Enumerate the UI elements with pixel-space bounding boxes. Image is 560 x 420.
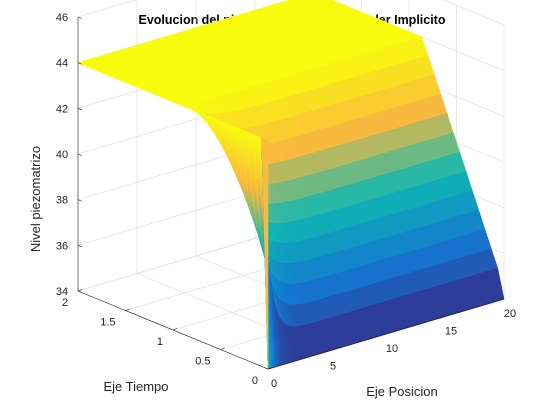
axis-layer: 0 5 10 15 20 0 0.5 1 1.5 234 36 38 40 42 44 46: [56, 12, 516, 390]
y-tick-mark: [267, 367, 273, 370]
x-axis-label: Eje Posicion: [366, 384, 438, 399]
surface-patch: [153, 93, 161, 97]
surface-patch: [115, 78, 123, 82]
x-tick-mark: [441, 314, 446, 317]
surface-patch: [185, 106, 193, 110]
surface-patch: [84, 65, 91, 69]
y-tick-mark: [77, 289, 83, 292]
surface-patch: [236, 127, 243, 131]
surface-patch: [217, 119, 224, 123]
z-tick-mark: [77, 62, 83, 65]
y-tick-mark: [220, 347, 225, 350]
x-tick-label: 15: [445, 326, 457, 338]
z-tick-mark: [77, 153, 83, 156]
surface-patch: [128, 83, 136, 87]
z-tick-label: 42: [56, 103, 68, 115]
surface-patch: [223, 122, 231, 126]
surface-patch: [255, 135, 262, 139]
surface-patch: [166, 98, 174, 102]
z-tick-label: 40: [56, 149, 68, 161]
surface-patch: [242, 130, 250, 134]
surface-patch: [198, 111, 205, 115]
z-tick-mark: [77, 290, 83, 293]
surface-patch: [96, 70, 104, 74]
z-tick-label: 34: [56, 286, 68, 298]
surface-patch: [191, 109, 199, 113]
z-tick-mark: [77, 199, 83, 202]
x-tick-mark: [264, 367, 269, 370]
z-axis-label: Nivel piezomatrizo: [28, 146, 43, 252]
z-tick-label: 38: [56, 195, 68, 207]
surface-patch: [109, 75, 117, 79]
x-tick-mark: [382, 332, 387, 335]
surface-patch: [147, 91, 155, 95]
surface-patch: [204, 114, 212, 118]
surface-patch: [141, 88, 148, 92]
y-tick-label: 0.5: [195, 356, 210, 368]
surface-patch: [179, 104, 186, 108]
surface-patch: [210, 117, 218, 121]
surface-patch: [172, 101, 180, 105]
z-tick-mark: [77, 16, 83, 19]
x-tick-label: 0: [271, 378, 277, 390]
y-tick-label: 1: [157, 336, 163, 348]
surface-patch: [248, 132, 256, 136]
y-axis-label: Eje Tiempo: [103, 379, 168, 394]
surface-patch: [103, 72, 110, 76]
surface-patch: [122, 80, 129, 84]
y-tick-mark: [172, 328, 178, 331]
surface-patch: [90, 67, 98, 71]
x-tick-mark: [500, 297, 505, 300]
z-tick-mark: [77, 245, 83, 248]
z-tick-mark: [77, 108, 83, 111]
surface-patch: [229, 124, 237, 128]
y-tick-label: 0: [252, 375, 258, 387]
y-tick-label: 2: [62, 297, 68, 309]
z-tick-label: 44: [56, 58, 68, 70]
x-tick-label: 5: [330, 361, 336, 373]
x-tick-label: 20: [504, 308, 516, 320]
y-tick-mark: [125, 308, 130, 311]
z-tick-label: 36: [56, 240, 68, 252]
x-tick-mark: [323, 349, 328, 352]
x-tick-label: 10: [386, 343, 398, 355]
surface-patch: [134, 85, 142, 89]
surface-patch: [160, 96, 167, 100]
surface-layer: [77, 0, 505, 370]
z-tick-label: 46: [56, 12, 68, 24]
surface-patch: [261, 137, 269, 370]
y-tick-label: 1.5: [100, 317, 115, 329]
